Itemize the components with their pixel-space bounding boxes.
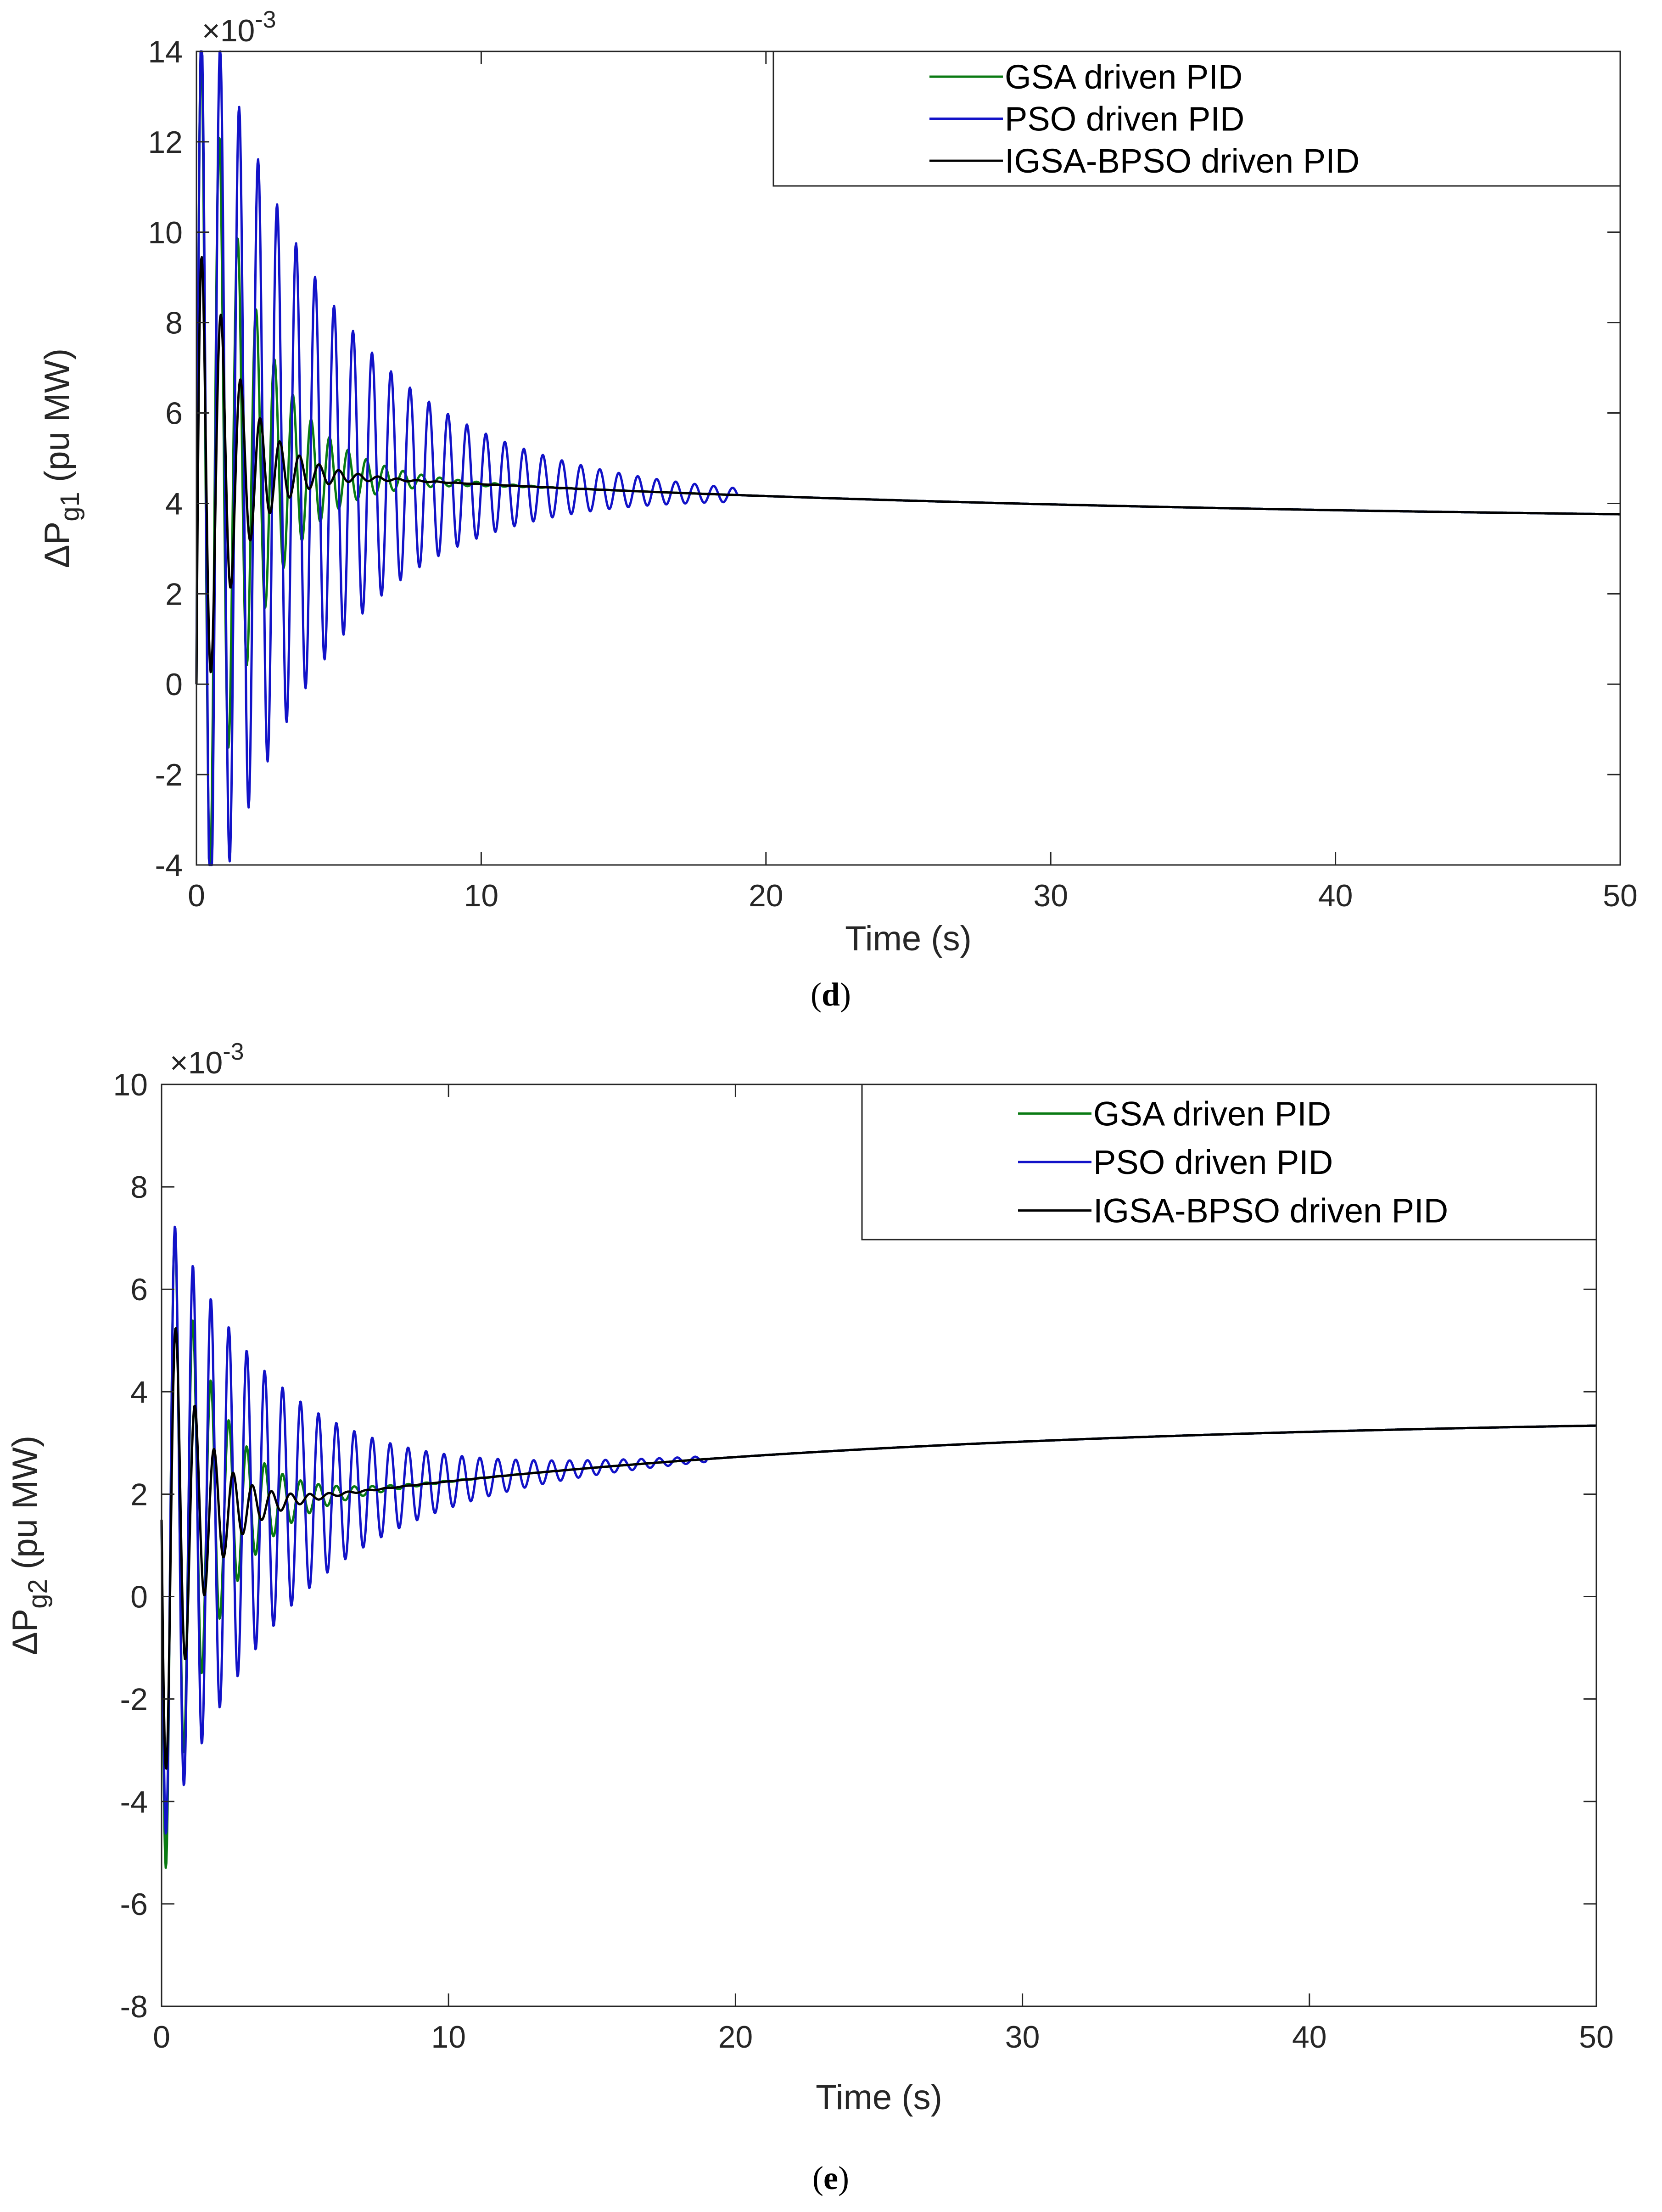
- chart-e-series-igsa-bpso-driven-pid: [160, 1327, 1597, 1770]
- chart-d-xtick-label: 10: [464, 878, 499, 913]
- chart-d-ytick-label: 12: [148, 125, 183, 160]
- chart-e-xtick-label: 10: [431, 2020, 466, 2055]
- chart-d-y-axis-label: ΔPg1 (pu MW): [38, 348, 85, 568]
- chart-e-ytick-label: -2: [120, 1682, 148, 1717]
- chart-d-plot-area: 0 10 20 30 40 50 -4 -2 0 2 4 6 8 10 12 14: [148, 34, 1637, 913]
- chart-e-caption: (e): [812, 2160, 849, 2196]
- chart-e-plot-area: 0 10 20 30 40 50 -8 -6 -4 -2 0 2 4 6 8 10: [113, 1067, 1613, 2055]
- chart-e-series-layer: [160, 1225, 1597, 1869]
- chart-e-ytick-label: -6: [120, 1887, 148, 1922]
- chart-e-exponent: ×10-3: [170, 1039, 244, 1080]
- chart-e-legend-box: [861, 1084, 1597, 1241]
- chart-d-ytick-label: 8: [165, 306, 183, 341]
- chart-d-ytick-label: -4: [155, 848, 183, 883]
- chart-d-series-layer: [195, 50, 1621, 866]
- chart-d-exponent: ×10-3: [202, 6, 276, 48]
- chart-d-xtick-label: 0: [188, 878, 205, 913]
- chart-d-ticks: 0 10 20 30 40 50 -4 -2 0 2 4 6 8 10 12 14: [148, 34, 1637, 913]
- chart-d-caption: (d): [811, 976, 851, 1013]
- chart-e-xtick-label: 50: [1579, 2020, 1614, 2055]
- chart-d-legend-label: IGSA-BPSO driven PID: [1005, 142, 1360, 180]
- chart-e-legend-label: IGSA-BPSO driven PID: [1093, 1192, 1448, 1230]
- chart-d-ytick-label: 0: [165, 667, 183, 702]
- chart-d-legend-label: PSO driven PID: [1005, 100, 1244, 138]
- chart-e-ytick-label: -8: [120, 1989, 148, 2024]
- chart-d-legend-label: GSA driven PID: [1005, 58, 1242, 96]
- chart-panel-d: 0 10 20 30 40 50 -4 -2 0 2 4 6 8 10 12 14 ×10-3 Time (s…: [38, 6, 1638, 1013]
- chart-d-ytick-label: 14: [148, 34, 183, 69]
- chart-d-xtick-label: 50: [1603, 878, 1638, 913]
- chart-e-xtick-label: 30: [1005, 2020, 1040, 2055]
- chart-d-legend: GSA driven PID PSO driven PID IGSA-BPSO dr…: [772, 51, 1621, 187]
- chart-d-legend-box: [772, 51, 1621, 187]
- chart-e-ytick-label: -4: [120, 1785, 148, 1819]
- chart-e-ytick-label: 10: [113, 1067, 148, 1102]
- chart-d-xtick-label: 20: [749, 878, 783, 913]
- chart-d-ytick-label: -2: [155, 758, 183, 792]
- chart-d-x-axis-label: Time (s): [845, 919, 972, 958]
- chart-d-ytick-label: 6: [165, 396, 183, 431]
- chart-e-ytick-label: 4: [130, 1375, 148, 1409]
- chart-d-ytick-label: 4: [165, 486, 183, 521]
- chart-e-xtick-label: 0: [153, 2020, 170, 2055]
- chart-e-ytick-label: 2: [130, 1477, 148, 1512]
- chart-e-legend-label: GSA driven PID: [1093, 1095, 1331, 1133]
- chart-e-ytick-label: 0: [130, 1580, 148, 1615]
- chart-e-ytick-label: 6: [130, 1272, 148, 1307]
- chart-e-legend-label: PSO driven PID: [1093, 1143, 1333, 1181]
- chart-e-x-axis-label: Time (s): [816, 2078, 942, 2117]
- chart-e-xtick-label: 40: [1292, 2020, 1327, 2055]
- chart-e-xtick-label: 20: [718, 2020, 753, 2055]
- chart-e-legend: GSA driven PID PSO driven PID IGSA-BPSO dr…: [861, 1084, 1597, 1241]
- chart-d-ytick-label: 10: [148, 215, 183, 250]
- chart-d-xtick-label: 30: [1033, 878, 1068, 913]
- chart-e-y-axis-label: ΔPg2 (pu MW): [6, 1436, 53, 1655]
- chart-d-ytick-label: 2: [165, 577, 183, 612]
- chart-panel-e: 0 10 20 30 40 50 -8 -6 -4 -2 0 2 4 6 8 10 ×10-3 Time (s…: [6, 1039, 1614, 2196]
- chart-d-xtick-label: 40: [1318, 878, 1353, 913]
- chart-e-ytick-label: 8: [130, 1170, 148, 1205]
- chart-d-series-igsa-bpso-driven-pid: [195, 256, 1621, 685]
